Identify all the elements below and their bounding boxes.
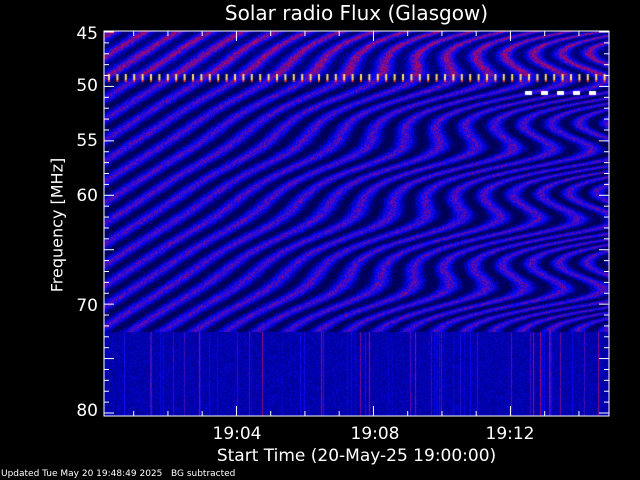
y-tick-label: 70: [76, 296, 98, 316]
bg-subtracted-note: BG subtracted: [170, 469, 236, 479]
chart-title: Solar radio Flux (Glasgow): [224, 1, 489, 25]
y-tick-label: 45: [76, 24, 98, 44]
y-tick-label: 60: [76, 186, 98, 206]
footer-status: Updated Tue May 20 19:48:49 2025 BG subt…: [1, 469, 235, 479]
x-tick-label: 19:08: [350, 424, 400, 444]
plot-frame: [103, 30, 610, 417]
y-tick-label: 55: [76, 131, 98, 151]
spectrogram-heatmap: [104, 31, 609, 416]
updated-timestamp: Updated Tue May 20 19:48:49 2025: [1, 469, 163, 479]
x-tick-label: 19:12: [485, 424, 535, 444]
x-tick-label: 19:04: [212, 424, 262, 444]
y-axis-title: Frequency [MHz]: [47, 157, 67, 293]
x-axis-title: Start Time (20-May-25 19:00:00): [216, 446, 497, 466]
y-tick-label: 50: [76, 76, 98, 96]
y-tick-label: 80: [76, 401, 98, 421]
